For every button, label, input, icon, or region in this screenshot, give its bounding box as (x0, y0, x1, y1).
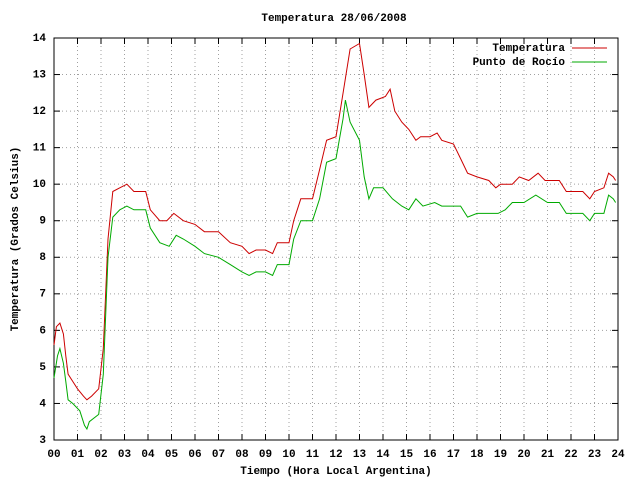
x-tick-label: 03 (118, 449, 132, 461)
x-tick-label: 06 (188, 449, 201, 461)
x-tick-label: 24 (611, 449, 625, 461)
y-tick-label: 14 (33, 33, 47, 45)
x-tick-label: 13 (353, 449, 367, 461)
x-tick-label: 18 (470, 449, 484, 461)
y-axis-label: Temperatura (Grados Celsius) (10, 147, 22, 332)
y-tick-label: 3 (39, 435, 46, 447)
x-tick-label: 11 (306, 449, 320, 461)
legend-label: Punto de Rocío (473, 57, 566, 69)
y-tick-label: 13 (33, 69, 47, 81)
x-axis-label: Tiempo (Hora Local Argentina) (240, 466, 431, 478)
x-tick-label: 15 (400, 449, 414, 461)
series-line (53, 42, 617, 401)
y-tick-label: 9 (39, 216, 46, 228)
legend-label: Temperatura (492, 43, 565, 55)
y-tick-label: 5 (39, 362, 46, 374)
x-tick-label: 05 (165, 449, 179, 461)
x-tick-label: 21 (541, 449, 555, 461)
x-tick-label: 14 (376, 449, 390, 461)
y-tick-label: 6 (39, 325, 46, 337)
chart-title: Temperatura 28/06/2008 (261, 13, 407, 25)
x-tick-label: 23 (588, 449, 602, 461)
x-tick-label: 07 (212, 449, 225, 461)
y-tick-label: 8 (39, 252, 46, 264)
x-tick-label: 20 (517, 449, 530, 461)
x-tick-label: 08 (235, 449, 249, 461)
x-tick-label: 22 (564, 449, 577, 461)
x-tick-label: 00 (47, 449, 60, 461)
x-tick-label: 19 (494, 449, 507, 461)
y-tick-label: 4 (39, 398, 46, 410)
series-line (53, 99, 617, 431)
x-tick-label: 04 (141, 449, 155, 461)
x-tick-label: 09 (259, 449, 272, 461)
y-tick-label: 12 (33, 106, 46, 118)
x-tick-label: 10 (282, 449, 295, 461)
y-tick-label: 10 (33, 179, 46, 191)
x-tick-label: 12 (329, 449, 342, 461)
x-tick-label: 01 (71, 449, 85, 461)
x-tick-label: 02 (94, 449, 107, 461)
y-tick-label: 7 (39, 289, 46, 301)
x-tick-label: 16 (423, 449, 436, 461)
plot-frame (53, 37, 619, 441)
x-tick-label: 17 (447, 449, 460, 461)
y-tick-label: 11 (33, 143, 47, 155)
